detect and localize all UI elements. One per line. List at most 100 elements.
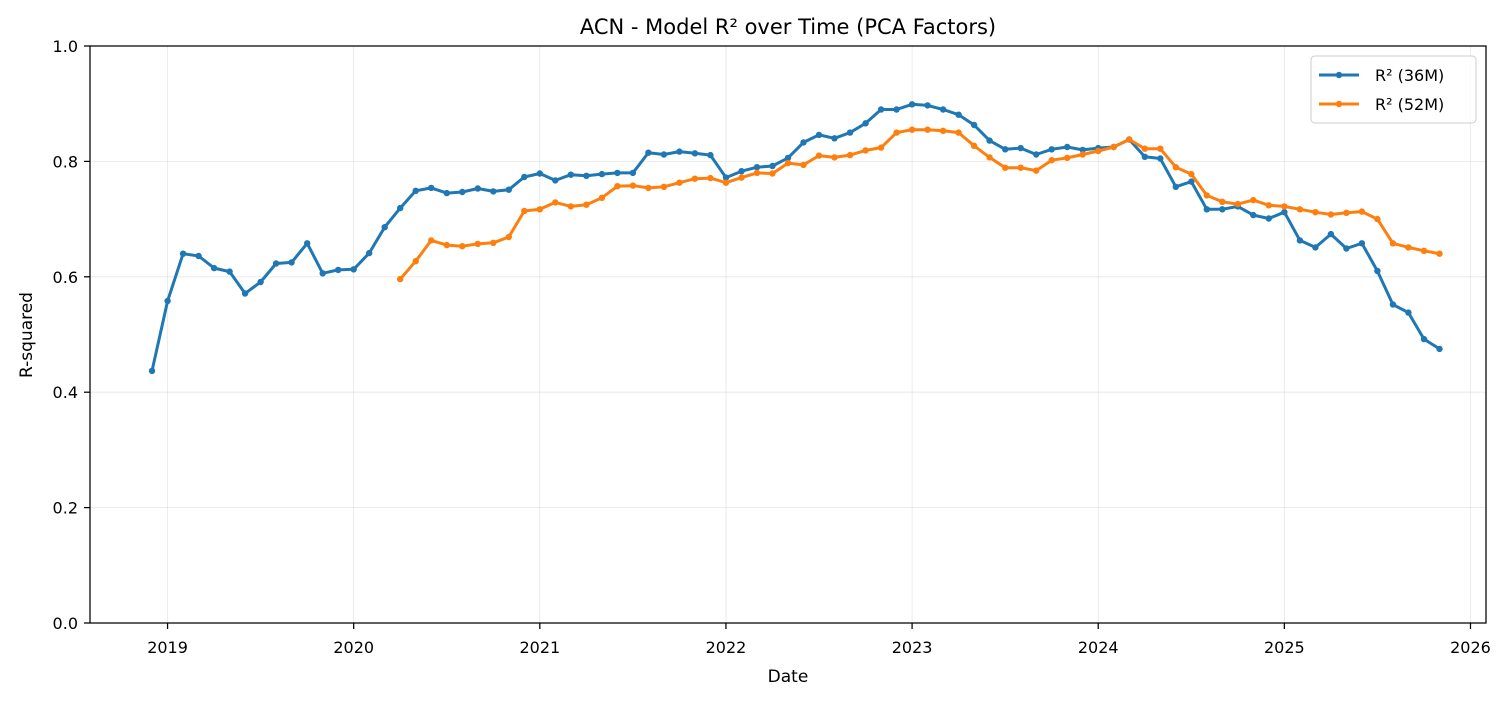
data-point <box>1157 155 1164 162</box>
data-point <box>784 159 792 167</box>
data-point <box>753 164 761 171</box>
data-point <box>1312 244 1319 251</box>
data-point <box>955 111 962 118</box>
x-tick-label-2025: 2025 <box>1264 638 1305 657</box>
data-point <box>1374 215 1381 223</box>
data-point <box>1064 143 1071 151</box>
data-point <box>691 150 699 157</box>
data-point <box>1250 196 1257 204</box>
data-point <box>722 179 730 186</box>
data-point <box>1358 240 1366 247</box>
series-1 <box>148 101 1443 375</box>
data-point <box>784 154 792 162</box>
data-point <box>257 278 264 286</box>
data-point <box>1389 240 1397 247</box>
legend-label-1: R² (36M) <box>1375 66 1444 85</box>
data-point <box>862 120 869 127</box>
legend: R² (36M) R² (52M) <box>1310 55 1477 124</box>
data-point <box>831 154 838 161</box>
data-point <box>707 151 714 159</box>
data-point <box>614 183 621 190</box>
data-point <box>970 142 978 149</box>
data-point <box>955 129 962 136</box>
data-point <box>645 184 652 192</box>
data-point <box>1219 206 1226 213</box>
data-point <box>1327 211 1335 218</box>
data-point <box>412 187 419 194</box>
data-point <box>1296 206 1304 213</box>
data-point <box>536 206 543 213</box>
x-tick-label-2021: 2021 <box>519 638 560 657</box>
data-point <box>1312 209 1319 216</box>
data-point <box>769 162 776 170</box>
legend-box <box>1310 55 1477 124</box>
data-point <box>459 243 466 250</box>
data-point <box>583 201 590 208</box>
x-tick-label-2022: 2022 <box>706 638 747 657</box>
data-point <box>1079 151 1086 158</box>
data-point <box>288 259 295 266</box>
data-point <box>1343 209 1350 216</box>
data-point <box>428 184 435 192</box>
series-layer <box>148 101 1443 375</box>
data-point <box>738 174 745 181</box>
data-point <box>877 106 885 113</box>
data-point <box>366 249 373 257</box>
data-point <box>319 270 326 277</box>
x-tick-label-2019: 2019 <box>147 638 188 657</box>
y-tick-label-0.6: 0.6 <box>53 268 78 287</box>
data-point <box>1002 164 1009 171</box>
data-point <box>1265 202 1273 209</box>
plot-frame <box>89 45 1487 624</box>
data-point <box>769 170 776 177</box>
y-axis-label: R-squared <box>17 292 37 378</box>
data-point <box>474 240 481 248</box>
data-point <box>877 144 885 151</box>
data-point <box>846 151 854 159</box>
legend-label-2: R² (52M) <box>1375 95 1444 114</box>
data-point <box>241 290 249 297</box>
data-point <box>1017 144 1024 152</box>
data-point <box>722 174 730 181</box>
data-point <box>304 240 311 247</box>
data-point <box>148 367 156 375</box>
data-point <box>1374 267 1381 275</box>
y-tick-label-1.0: 1.0 <box>53 37 78 56</box>
data-point <box>1420 335 1428 343</box>
data-point <box>1405 309 1412 316</box>
data-point <box>459 188 466 196</box>
data-point <box>397 275 404 283</box>
grid-lines <box>90 45 1486 624</box>
data-point <box>1079 146 1086 154</box>
data-point <box>660 151 668 158</box>
data-point <box>800 161 807 169</box>
data-point <box>505 233 512 241</box>
data-point <box>986 154 993 161</box>
y-tick-label-0.0: 0.0 <box>53 614 78 633</box>
data-point <box>272 260 280 267</box>
data-point <box>1203 206 1211 213</box>
y-tick-label-0.8: 0.8 <box>53 152 78 171</box>
data-point <box>939 127 947 134</box>
data-point <box>598 170 606 178</box>
data-point <box>428 237 435 244</box>
data-point <box>474 185 481 192</box>
data-point <box>691 175 699 182</box>
data-point <box>1265 215 1273 222</box>
data-point <box>629 169 637 177</box>
data-point <box>1358 208 1366 215</box>
data-point <box>210 264 218 272</box>
data-point <box>412 258 419 265</box>
data-point <box>1250 211 1257 219</box>
data-point <box>1343 245 1350 252</box>
data-point <box>1188 170 1195 178</box>
data-point <box>1436 250 1443 257</box>
legend-marker-2 <box>1335 100 1343 108</box>
data-point <box>753 169 761 177</box>
data-point <box>381 224 388 231</box>
data-point <box>970 121 978 129</box>
data-point <box>614 169 621 177</box>
x-tick-label-2024: 2024 <box>1078 638 1119 657</box>
data-point <box>893 129 900 136</box>
